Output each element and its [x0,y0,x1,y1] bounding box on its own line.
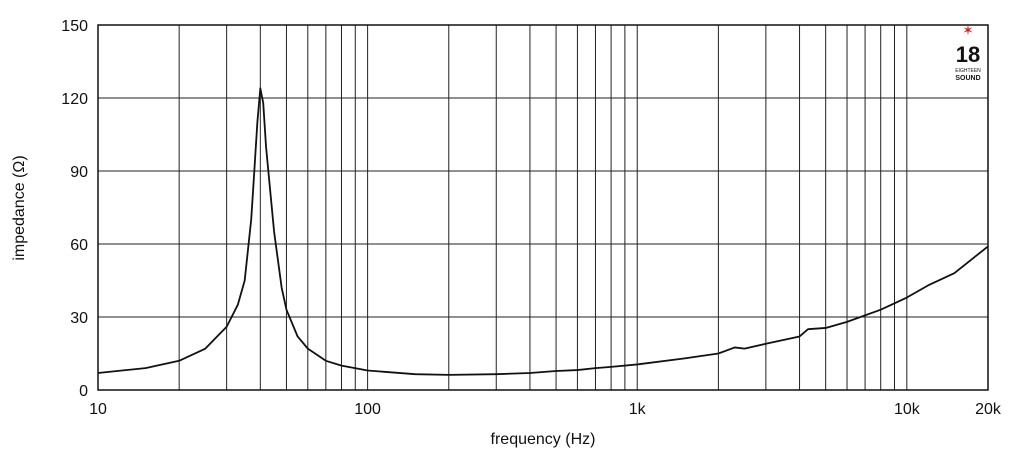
logo-number: 18 [956,42,980,67]
y-tick-label: 60 [70,237,88,254]
plot-frame [97,24,989,391]
logo-small: EIGHTEEN [955,68,981,74]
x-tick-label: 10k [894,401,921,418]
y-tick-label: 90 [70,164,88,181]
logo: ✶ 18 EIGHTEEN SOUND [955,22,981,82]
logo-word: SOUND [955,75,980,82]
x-tick-label: 10 [89,401,107,418]
x-axis-label: frequency (Hz) [491,431,596,448]
impedance-line [97,87,989,376]
y-tick-label: 30 [70,310,88,327]
y-tick-label: 0 [79,383,88,400]
x-tick-label: 1k [629,401,647,418]
y-tick-label: 150 [61,18,88,35]
x-tick-label: 20k [975,401,1002,418]
y-axis-label: impedance (Ω) [11,155,28,260]
logo-star: ✶ [962,22,974,38]
x-tick-label: 100 [354,401,381,418]
y-tick-label: 120 [61,91,88,108]
